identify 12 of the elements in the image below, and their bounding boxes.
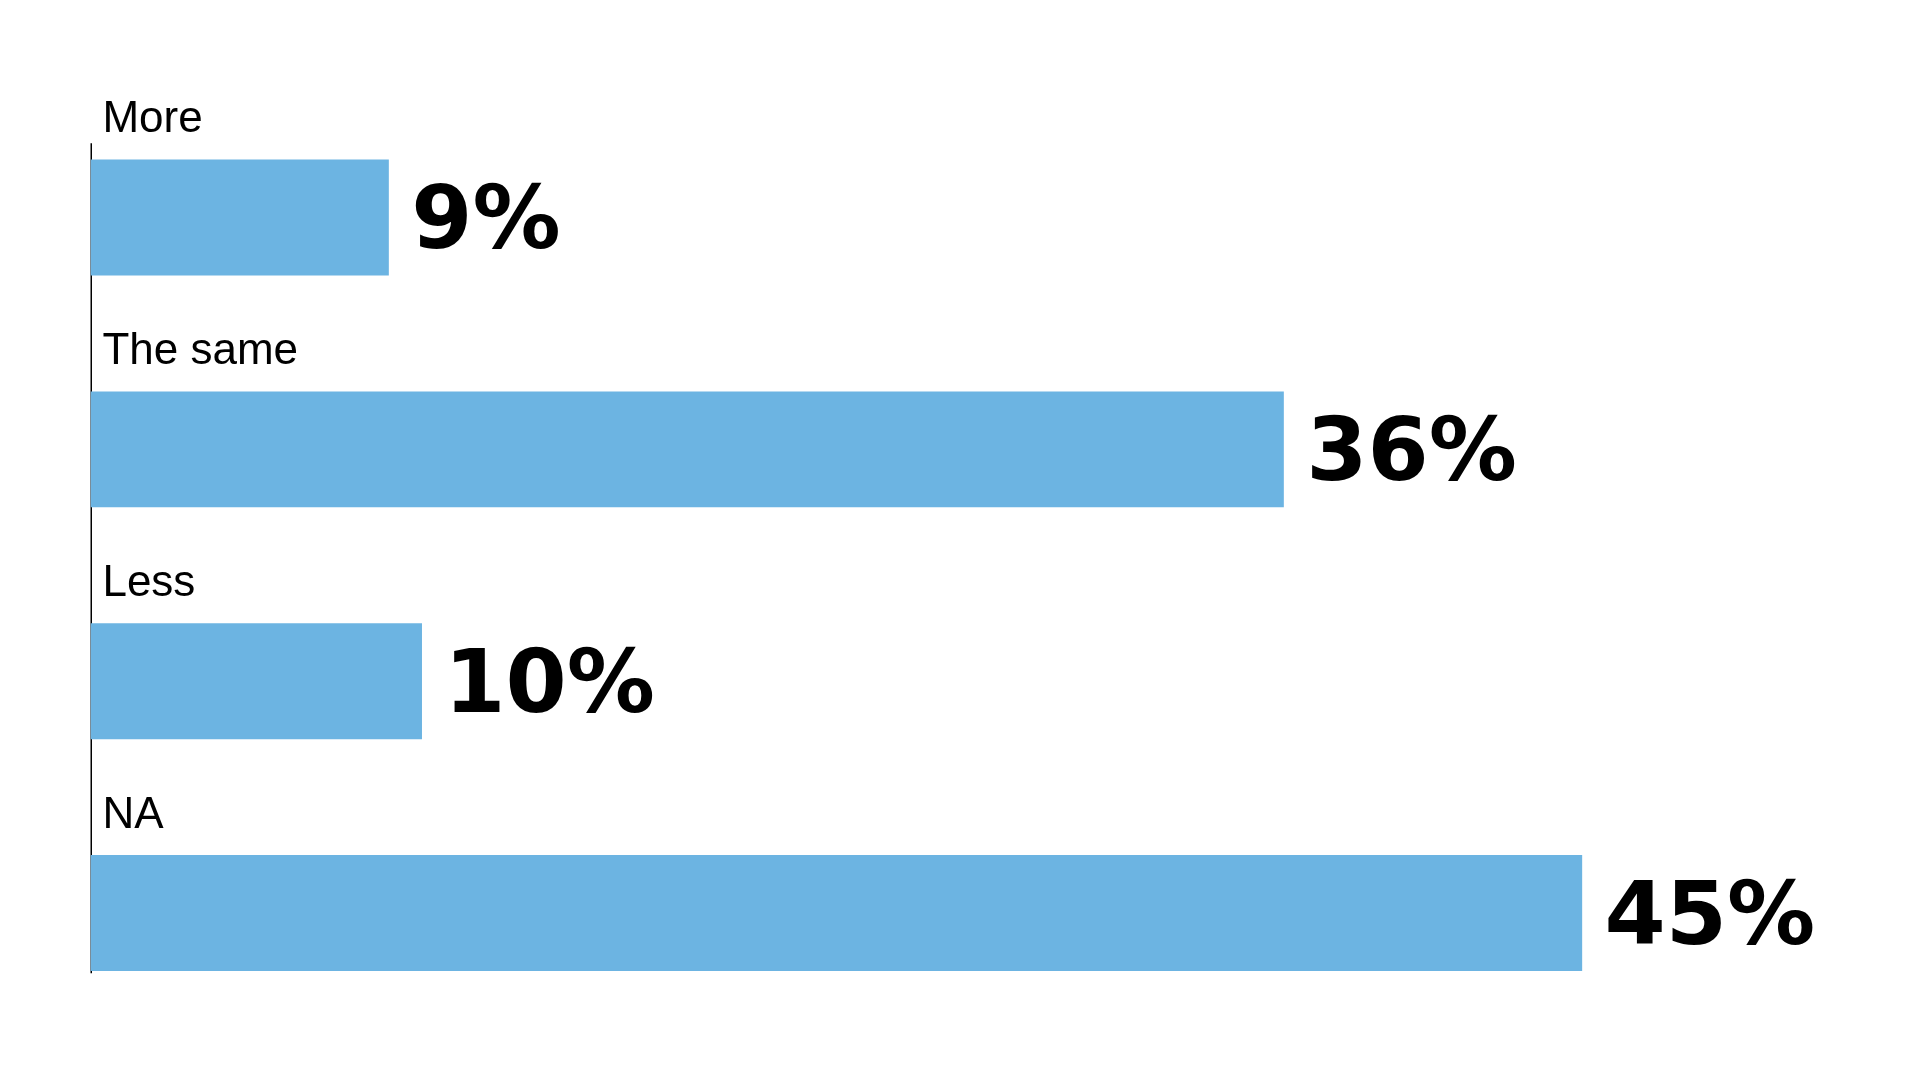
data-label: 36% <box>1306 397 1517 501</box>
bar <box>90 159 389 276</box>
bar <box>90 391 1284 508</box>
bar <box>90 623 422 740</box>
y-tick-label: Less <box>102 555 196 605</box>
data-label: 10% <box>444 629 655 733</box>
data-label: 45% <box>1604 861 1816 965</box>
y-tick-label: NA <box>102 787 165 837</box>
bar <box>90 855 1583 971</box>
data-label: 9% <box>411 166 561 270</box>
y-tick-label: More <box>102 92 203 142</box>
y-tick-label: The same <box>102 323 299 373</box>
